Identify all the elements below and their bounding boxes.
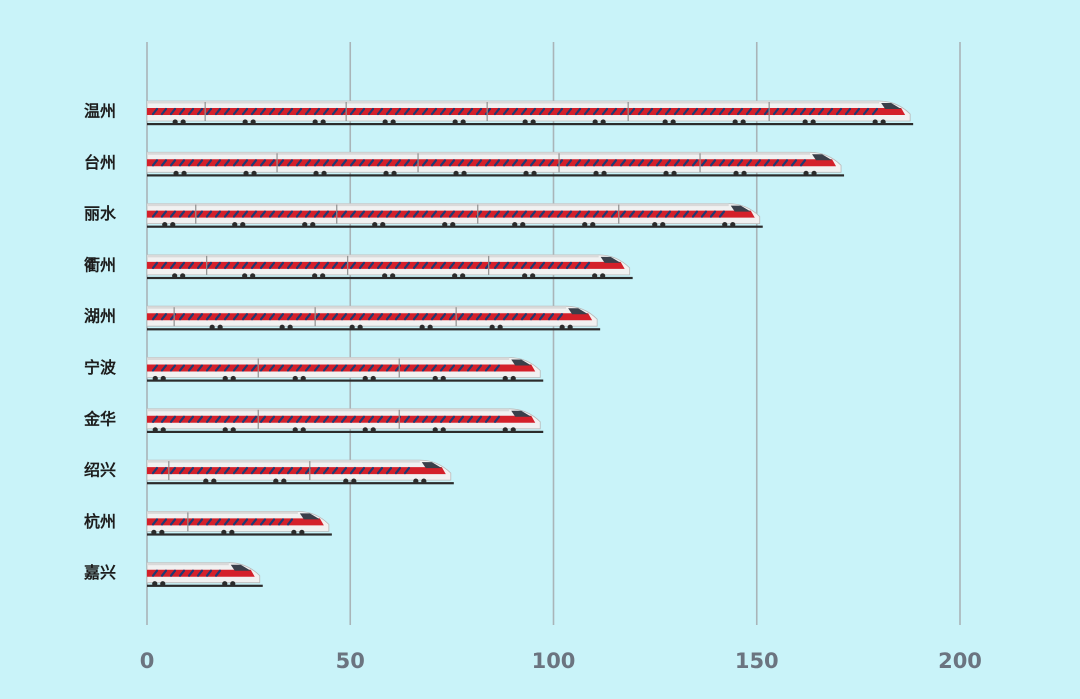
train-bar xyxy=(146,459,454,485)
category-label: 台州 xyxy=(84,153,116,172)
train-windshield xyxy=(812,154,833,161)
train-bar xyxy=(146,562,263,587)
category-label: 衢州 xyxy=(84,255,116,274)
train-rail xyxy=(147,276,633,280)
train-bar xyxy=(146,254,633,280)
train-windows xyxy=(151,107,879,116)
x-tick-label: 200 xyxy=(938,649,982,673)
train-rail xyxy=(147,533,332,536)
train-rail xyxy=(147,430,544,433)
train-roof xyxy=(147,152,811,155)
train-windows xyxy=(151,518,294,526)
train-roof xyxy=(147,562,229,566)
x-tick-label: 0 xyxy=(140,649,155,673)
train-rail xyxy=(147,482,454,485)
train-bar xyxy=(146,203,763,228)
train-roof xyxy=(147,460,420,463)
x-tick-label: 100 xyxy=(532,649,576,673)
train-rail xyxy=(147,379,544,382)
train-windows xyxy=(151,415,501,423)
gridlines xyxy=(146,42,961,625)
train-windshield xyxy=(511,359,532,366)
train-bar xyxy=(146,357,544,382)
train-bars xyxy=(146,100,914,587)
train-roof xyxy=(147,203,729,207)
train-windows xyxy=(151,313,564,321)
category-label: 金华 xyxy=(83,409,116,428)
category-label: 嘉兴 xyxy=(83,563,116,582)
train-rail xyxy=(147,174,845,177)
train-windshield xyxy=(568,308,589,315)
train-windshield xyxy=(881,103,902,109)
category-label: 宁波 xyxy=(84,358,117,377)
train-windshield xyxy=(600,256,621,263)
category-label: 温州 xyxy=(83,102,116,121)
train-windows xyxy=(151,569,222,577)
train-roof xyxy=(147,306,567,309)
train-bar xyxy=(146,151,845,177)
train-windshield xyxy=(730,205,751,212)
train-bar xyxy=(146,511,332,536)
x-axis-ticks: 0 50 100 150 200 xyxy=(140,649,982,673)
train-windows xyxy=(151,159,807,167)
train-roof xyxy=(147,408,510,412)
train-roof xyxy=(147,101,880,104)
category-label: 绍兴 xyxy=(84,461,116,480)
train-rail xyxy=(147,584,263,587)
train-roof xyxy=(147,254,599,258)
train-bar xyxy=(146,305,601,331)
train-windshield xyxy=(299,513,320,520)
train-roof xyxy=(147,511,298,514)
x-tick-label: 50 xyxy=(336,649,365,673)
train-windows xyxy=(151,261,591,269)
train-rail xyxy=(147,225,763,228)
train-rail xyxy=(147,328,601,331)
train-bar xyxy=(146,408,544,433)
train-windows xyxy=(151,364,501,372)
train-windshield xyxy=(230,564,251,571)
category-label: 杭州 xyxy=(84,512,116,531)
train-windshield xyxy=(421,462,442,469)
train-roof xyxy=(147,357,510,360)
category-label: 湖州 xyxy=(84,307,116,326)
train-windshield xyxy=(511,410,532,417)
category-label: 丽水 xyxy=(84,204,117,223)
x-tick-label: 150 xyxy=(735,649,779,673)
train-bar xyxy=(146,100,914,126)
train-windows xyxy=(151,467,411,475)
train-rail xyxy=(147,123,914,126)
